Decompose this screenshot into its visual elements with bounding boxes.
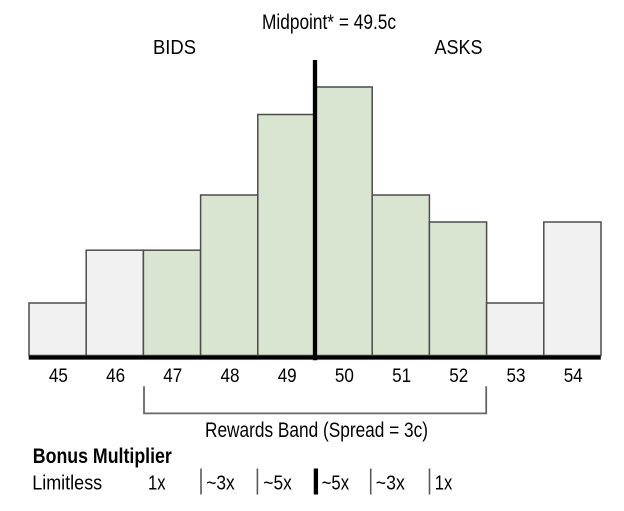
svg-text:49: 49 bbox=[278, 365, 297, 387]
svg-text:48: 48 bbox=[221, 365, 240, 387]
svg-text:52: 52 bbox=[449, 365, 468, 387]
svg-text:54: 54 bbox=[564, 365, 583, 387]
svg-text:Midpoint* = 49.5c: Midpoint* = 49.5c bbox=[262, 11, 396, 34]
svg-text:51: 51 bbox=[392, 365, 411, 387]
svg-text:~5x: ~5x bbox=[263, 473, 292, 495]
svg-text:BIDS: BIDS bbox=[153, 36, 196, 59]
svg-text:~3x: ~3x bbox=[206, 473, 235, 495]
svg-text:Rewards Band (Spread = 3c): Rewards Band (Spread = 3c) bbox=[205, 419, 428, 442]
svg-text:50: 50 bbox=[335, 365, 354, 387]
svg-text:Bonus Multiplier: Bonus Multiplier bbox=[33, 445, 172, 468]
svg-text:ASKS: ASKS bbox=[435, 36, 483, 59]
svg-text:47: 47 bbox=[163, 365, 182, 387]
svg-text:Limitless: Limitless bbox=[32, 472, 102, 494]
svg-text:1x: 1x bbox=[435, 473, 453, 495]
svg-text:46: 46 bbox=[106, 365, 125, 387]
svg-text:53: 53 bbox=[507, 365, 526, 387]
svg-text:~3x: ~3x bbox=[376, 473, 405, 495]
svg-text:45: 45 bbox=[49, 365, 68, 387]
svg-text:~5x: ~5x bbox=[322, 473, 350, 495]
svg-text:1x: 1x bbox=[148, 473, 166, 495]
